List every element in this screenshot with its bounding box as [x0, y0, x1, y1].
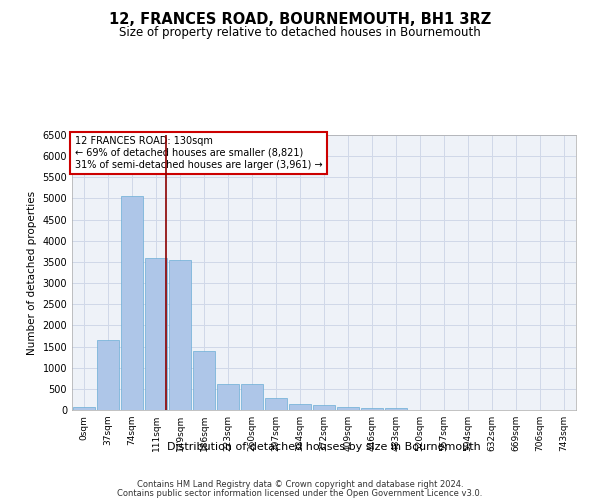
Bar — [121, 196, 143, 410]
Text: Contains HM Land Registry data © Crown copyright and database right 2024.: Contains HM Land Registry data © Crown c… — [137, 480, 463, 489]
Bar — [73, 407, 95, 410]
Bar — [313, 404, 335, 410]
Bar — [97, 340, 119, 410]
Bar — [169, 260, 191, 410]
Bar — [337, 407, 359, 410]
Bar — [361, 408, 383, 410]
Text: 12 FRANCES ROAD: 130sqm
← 69% of detached houses are smaller (8,821)
31% of semi: 12 FRANCES ROAD: 130sqm ← 69% of detache… — [74, 136, 322, 170]
Bar — [265, 398, 287, 410]
Bar — [193, 351, 215, 410]
Bar — [241, 384, 263, 410]
Text: 12, FRANCES ROAD, BOURNEMOUTH, BH1 3RZ: 12, FRANCES ROAD, BOURNEMOUTH, BH1 3RZ — [109, 12, 491, 28]
Bar — [385, 408, 407, 410]
Text: Size of property relative to detached houses in Bournemouth: Size of property relative to detached ho… — [119, 26, 481, 39]
Bar — [217, 384, 239, 410]
Y-axis label: Number of detached properties: Number of detached properties — [27, 190, 37, 354]
Bar — [289, 404, 311, 410]
Bar — [145, 258, 167, 410]
Text: Contains public sector information licensed under the Open Government Licence v3: Contains public sector information licen… — [118, 489, 482, 498]
Text: Distribution of detached houses by size in Bournemouth: Distribution of detached houses by size … — [167, 442, 481, 452]
